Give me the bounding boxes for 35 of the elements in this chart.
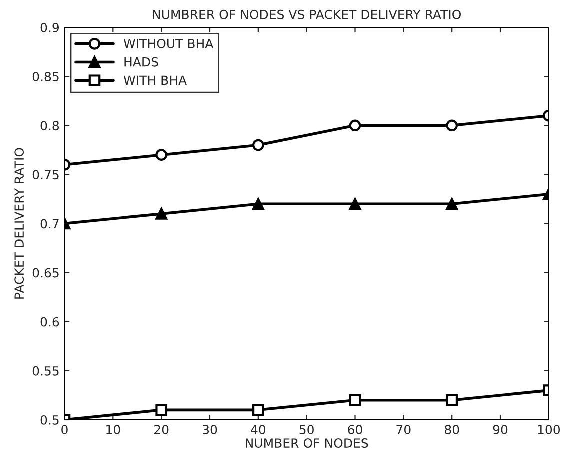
y-tick-label: 0.55 (32, 366, 59, 376)
x-tick-label: 50 (300, 425, 314, 435)
point (349, 394, 362, 406)
x-tick-label: 80 (444, 425, 460, 435)
x-axis-title: NUMBER OF NODES (246, 438, 368, 448)
point (156, 404, 168, 416)
y-tick-label: 0.65 (32, 268, 59, 278)
x-tick-label: 70 (396, 425, 411, 435)
legend-label: WITHOUT BHA (124, 39, 214, 48)
y-axis-title: PACKET DELIVERY RATIO (14, 148, 24, 299)
point (252, 404, 264, 416)
point (156, 149, 168, 161)
point (349, 120, 362, 132)
y-tick-label: 0.9 (40, 23, 60, 32)
point (349, 198, 362, 210)
point (252, 198, 264, 210)
chart-title: NUMBRER OF NODES VS PACKET DELIVERY RATIO (153, 10, 461, 20)
y-tick-label: 0.5 (40, 415, 59, 425)
legend-label: HADS (124, 57, 158, 67)
y-tick-label: 0.7 (40, 219, 59, 229)
x-tick-label: 100 (538, 425, 560, 435)
point (252, 139, 264, 152)
x-tick-label: 40 (251, 425, 266, 435)
y-tick-label: 0.8 (40, 121, 60, 131)
x-tick-label: 10 (106, 425, 120, 435)
y-tick-label: 0.85 (32, 72, 59, 82)
x-tick-label: 60 (348, 425, 362, 435)
legend-label: WITH BHA (124, 76, 187, 85)
x-tick-label: 20 (154, 425, 169, 435)
y-tick-label: 0.75 (32, 170, 59, 180)
x-tick-label: 0 (62, 425, 68, 435)
x-tick-label: 30 (203, 425, 218, 435)
x-tick-label: 90 (493, 425, 508, 435)
point (156, 208, 168, 220)
y-tick-label: 0.6 (40, 317, 60, 327)
